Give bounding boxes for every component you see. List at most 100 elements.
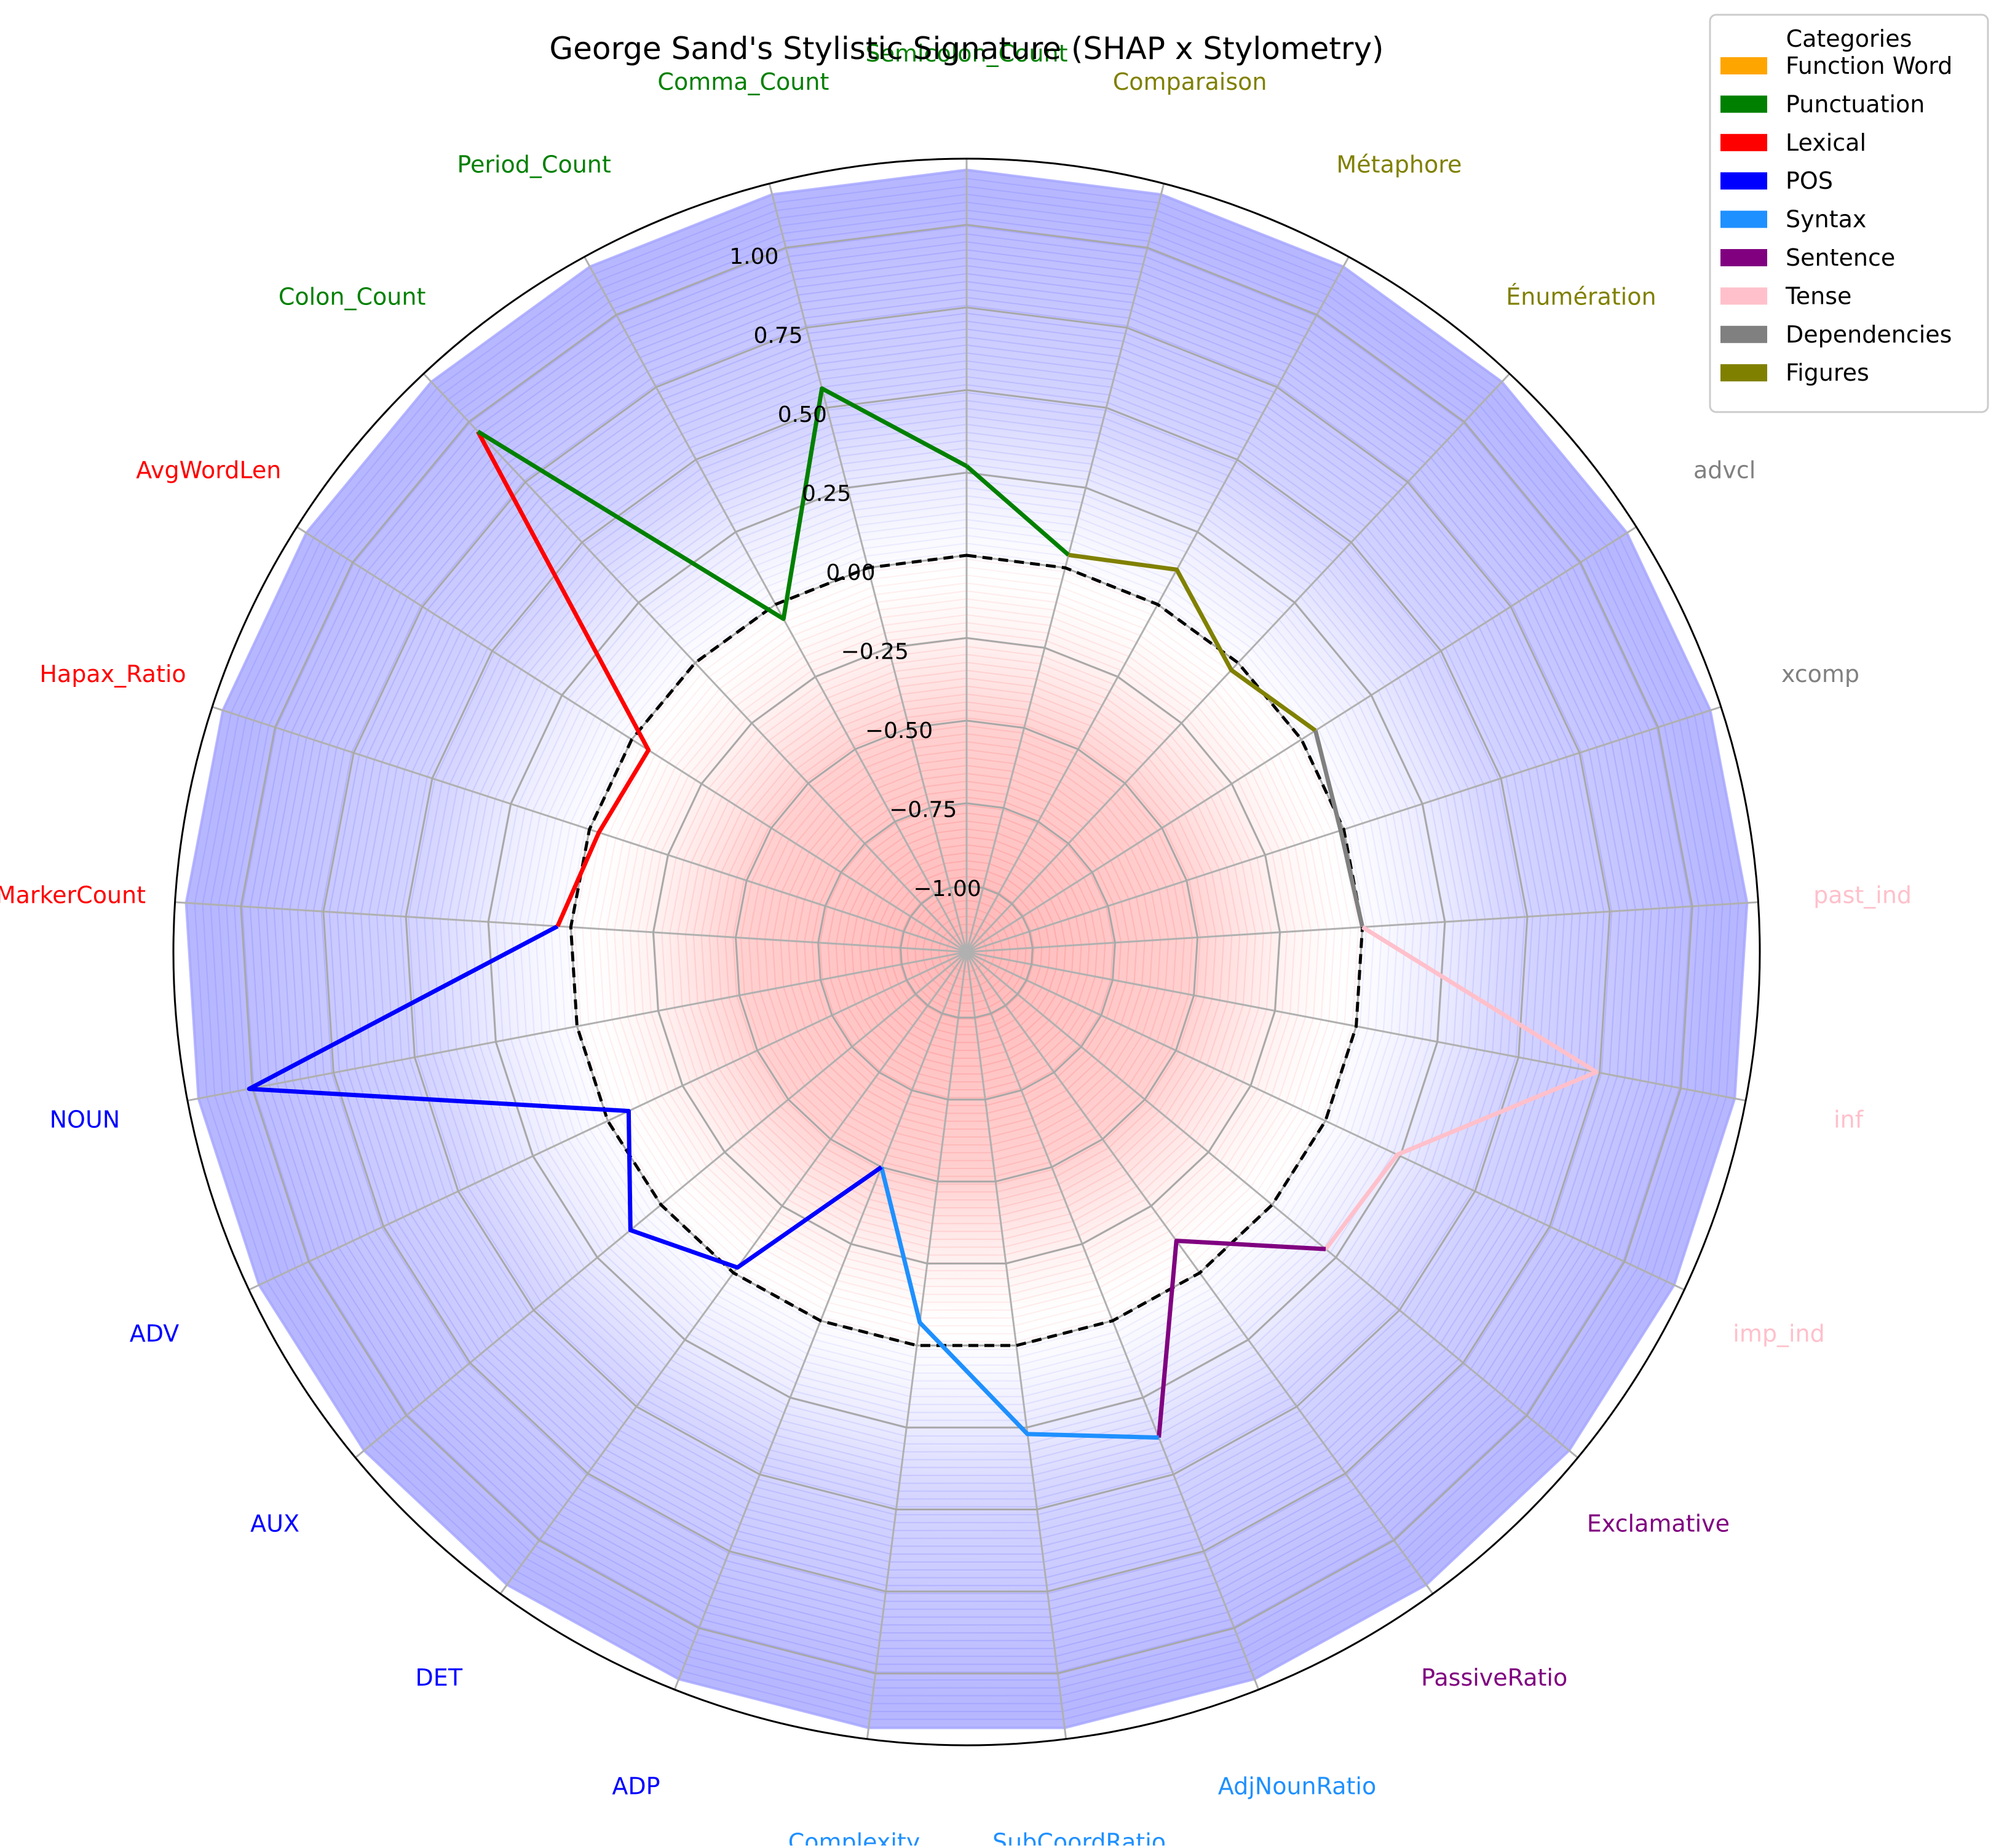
gradient-band [400,384,1534,1516]
gradient-band [510,495,1423,1405]
axis-labels: Semicolon_Count Comparaison Métaphore Énumé… [0,40,1912,1848]
legend-swatch [1720,210,1767,228]
legend-entry-label: Sentence [1786,244,1895,271]
gradient-band [684,669,1249,1232]
axis-label: past_ind [1813,881,1912,908]
gradient-band [574,558,1360,1342]
gradient-band [376,360,1558,1539]
grid-ring [900,884,1034,1019]
gradient-band [416,400,1518,1500]
gradient-band [835,820,1098,1083]
grid-ring [817,802,1116,1101]
axis-label: Period_Count [457,151,611,178]
legend-entry-label: Tense [1785,282,1851,309]
gradient-band [867,852,1066,1051]
gradient-band [566,550,1368,1350]
axis-label: PassiveRatio [1421,1664,1567,1691]
r-tick-label: −0.25 [841,640,909,665]
legend-frame [1709,14,1989,413]
gradient-band [360,344,1573,1555]
gradient-band [882,868,1051,1036]
gradient-band [780,764,1154,1138]
gradient-band [534,518,1399,1382]
gradient-band [874,860,1059,1044]
gradient-band [218,201,1716,1697]
legend-entry-label: POS [1786,167,1833,194]
gradient-band [716,701,1217,1201]
r-tick-label: −0.75 [889,798,957,823]
gradient-band [637,622,1296,1280]
legend-entries: Function Word Punctuation Lexical POS Syntax… [1720,52,1952,386]
gradient-band [210,193,1724,1705]
gradient-band [669,654,1264,1248]
series-line-pos [247,924,883,1270]
gradient-band [431,416,1502,1484]
axis-label: Exclamative [1587,1510,1730,1537]
legend-entry-label: Lexical [1786,129,1866,156]
axis-label: AvgWordLen [136,457,281,484]
gradient-band [344,328,1589,1571]
gradient-band [526,510,1407,1390]
gradient-band [859,844,1074,1059]
gradient-band [700,685,1233,1216]
radial-tick-labels: −1.00 −0.75 −0.50 −0.25 0.00 0.25 0.50 0.75 1.00 [729,244,981,902]
gradient-band [257,241,1676,1657]
gradient-band [289,272,1644,1626]
gradient-band [756,741,1178,1162]
gradient-band [819,804,1114,1098]
gradient-band [265,249,1668,1649]
axis-label: SubCoordRatio [992,1829,1166,1846]
gradient-band [629,614,1304,1287]
gradient-band [614,598,1320,1303]
category-lines [247,386,1599,1440]
gradient-band [788,772,1146,1130]
gradient-band [408,392,1526,1508]
legend-entry-label: Punctuation [1786,90,1925,117]
gradient-band [930,915,1003,988]
series-line-lexical [476,430,651,927]
gradient-band [304,288,1629,1610]
r-tick-label: 0.00 [826,560,875,585]
gradient-band [518,503,1415,1398]
gradient-band [645,630,1288,1272]
grid-ring [487,472,1446,1429]
legend-title: Categories [1786,25,1912,52]
axis-label: Hapax_Ratio [39,660,186,688]
gradient-band [906,892,1027,1012]
axis-label: Semicolon_Count [866,40,1068,67]
r-tick-label: −0.50 [865,718,933,744]
series-line-tense [1324,925,1599,1251]
gradient-band [922,907,1011,996]
axis-label: Complexity [788,1829,920,1846]
gradient-band [827,812,1106,1090]
gradient-band [447,431,1486,1469]
gradient-band [479,463,1454,1437]
gradient-band [273,257,1660,1641]
axis-label: DET [416,1664,463,1691]
gradient-band [764,748,1170,1154]
gradient-band [502,487,1431,1413]
axis-label: Comparaison [1113,68,1267,95]
gradient-band [249,233,1684,1665]
axis-label: AdjNounRatio [1218,1773,1376,1800]
legend-swatch [1720,133,1767,151]
gradient-band [582,566,1352,1334]
gradient-band [455,439,1478,1461]
zero-baseline [569,553,1364,1347]
gradient-band [804,788,1130,1114]
axis-label: xcomp [1781,660,1859,688]
axis-label: NOUN [50,1106,121,1133]
gradient-band [796,780,1138,1122]
grid-ring [652,636,1281,1265]
r-tick-label: 0.75 [754,323,803,349]
legend-swatch [1720,249,1767,266]
axis-label: MarkerCount [0,881,146,908]
r-tick-label: 0.25 [802,482,851,507]
legend-swatch [1720,57,1767,74]
gradient-band [352,336,1581,1563]
gradient-band [312,296,1621,1602]
series-line-syntax [879,1166,1159,1440]
gradient-band [368,352,1566,1547]
